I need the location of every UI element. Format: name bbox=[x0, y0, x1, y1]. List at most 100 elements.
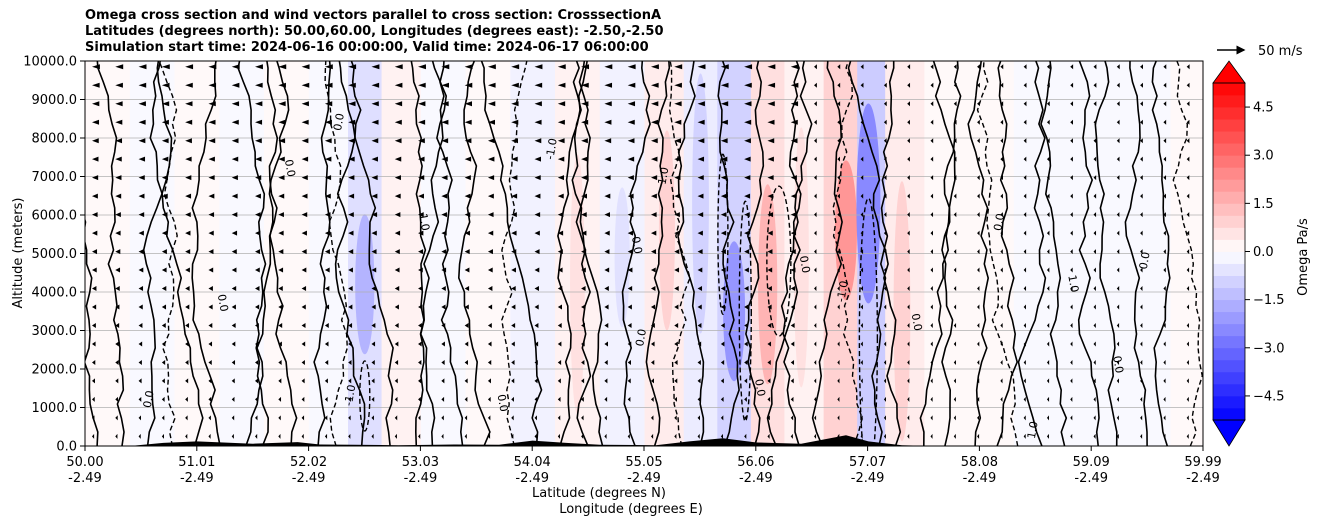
wind-arrow bbox=[1046, 322, 1050, 328]
wind-arrow bbox=[1023, 359, 1026, 365]
wind-arrow bbox=[138, 396, 142, 402]
wind-arrow bbox=[790, 304, 795, 310]
wind-arrow bbox=[650, 396, 654, 402]
wind-arrow bbox=[511, 286, 516, 292]
wind-arrow bbox=[1116, 156, 1120, 162]
wind-arrow bbox=[837, 193, 840, 199]
wind-arrow bbox=[697, 193, 704, 199]
wind-arrow bbox=[1046, 304, 1050, 310]
wind-arrow bbox=[278, 101, 286, 107]
wind-arrow bbox=[720, 82, 729, 88]
wind-arrow bbox=[1046, 415, 1050, 421]
wind-arrow bbox=[767, 286, 772, 292]
wind-arrow bbox=[790, 230, 797, 236]
wind-arrow bbox=[185, 230, 191, 236]
chart-title-line-3: Simulation start time: 2024-06-16 00:00:… bbox=[85, 40, 649, 55]
contour-closed bbox=[766, 185, 792, 337]
wind-arrow bbox=[324, 304, 330, 310]
wind-arrow bbox=[208, 286, 213, 292]
wind-arrow bbox=[441, 138, 449, 144]
contour-line bbox=[1040, 61, 1068, 446]
wind-arrow bbox=[487, 286, 493, 292]
wind-arrow bbox=[487, 341, 492, 347]
wind-arrow bbox=[91, 230, 98, 236]
wind-arrow bbox=[255, 175, 262, 181]
wind-arrow bbox=[464, 378, 468, 384]
wind-arrow bbox=[394, 119, 402, 125]
wind-arrow bbox=[767, 101, 775, 107]
wind-arrow bbox=[1140, 322, 1143, 328]
contour-labels: 0.0 0.0 0.0 1.0 -1.0 0.0 1.0 0.0 -1.0 0.0 0.0 1.0 0.… bbox=[141, 112, 1153, 439]
wind-arrow bbox=[464, 359, 468, 365]
wind-arrow bbox=[930, 138, 934, 144]
contour-line bbox=[1017, 61, 1047, 446]
x-tick-lat-label: 57.07 bbox=[849, 455, 886, 470]
wind-arrow bbox=[860, 193, 864, 199]
wind-arrow bbox=[534, 267, 540, 273]
wind-arrow bbox=[790, 359, 795, 365]
wind-arrow bbox=[511, 267, 516, 273]
wind-arrow bbox=[1070, 286, 1073, 292]
wind-arrow bbox=[627, 64, 636, 70]
contour-closed bbox=[738, 200, 752, 422]
wind-arrow bbox=[324, 267, 330, 273]
wind-arrow bbox=[161, 175, 169, 181]
wind-arrow bbox=[790, 175, 797, 181]
wind-arrow bbox=[1046, 286, 1050, 292]
wind-arrow bbox=[91, 359, 96, 365]
wind-arrow bbox=[534, 322, 539, 328]
wind-arrow bbox=[907, 249, 910, 255]
wind-arrow bbox=[91, 101, 100, 107]
wind-arrow bbox=[1070, 396, 1073, 402]
x-tick-lat-label: 58.08 bbox=[961, 455, 998, 470]
wind-arrow bbox=[534, 156, 541, 162]
wind-arrow bbox=[814, 249, 817, 255]
wind-arrow bbox=[1070, 359, 1073, 365]
wind-arrow bbox=[883, 119, 887, 125]
wind-arrow bbox=[255, 286, 260, 292]
wind-arrow bbox=[1116, 341, 1120, 347]
wind-arrow bbox=[1070, 341, 1073, 347]
wind-arrow bbox=[464, 64, 473, 70]
wind-arrow bbox=[557, 156, 565, 162]
wind-arrow bbox=[301, 304, 306, 310]
wind-arrow bbox=[627, 304, 632, 310]
colorbar-segment bbox=[1213, 167, 1245, 180]
wind-arrow bbox=[324, 230, 331, 236]
wind-arrow bbox=[814, 101, 817, 107]
wind-arrow bbox=[208, 304, 213, 310]
wind-arrow bbox=[1000, 359, 1003, 365]
contour-line bbox=[324, 61, 349, 446]
wind-arrow bbox=[604, 119, 612, 125]
wind-arrow bbox=[767, 230, 773, 236]
wind-arrow bbox=[255, 64, 263, 70]
wind-arrow bbox=[1186, 82, 1190, 88]
wind-arrow bbox=[837, 322, 840, 328]
wind-arrow bbox=[814, 82, 817, 88]
wind-arrow bbox=[115, 433, 118, 439]
wind-arrow bbox=[604, 249, 610, 255]
wind-arrow bbox=[138, 175, 145, 181]
wind-arrow bbox=[208, 267, 214, 273]
wind-arrow bbox=[348, 286, 353, 292]
wind-arrow bbox=[930, 212, 934, 218]
wind-arrow bbox=[418, 82, 426, 88]
contour-label: 0.0 bbox=[331, 112, 347, 131]
wind-arrow bbox=[115, 322, 120, 328]
wind-arrow bbox=[814, 322, 817, 328]
wind-arrow bbox=[231, 267, 237, 273]
contour-line bbox=[871, 61, 895, 446]
wind-arrow bbox=[371, 138, 379, 144]
wind-arrow bbox=[1186, 286, 1190, 292]
wind-arrow bbox=[418, 415, 421, 421]
wind-arrow bbox=[860, 82, 864, 88]
contour-label: 0.0 bbox=[909, 312, 925, 331]
wind-arrow bbox=[511, 322, 516, 328]
wind-arrow bbox=[744, 396, 747, 402]
wind-arrow bbox=[1140, 304, 1143, 310]
wind-arrow bbox=[627, 193, 634, 199]
wind-arrow bbox=[953, 64, 957, 70]
wind-arrow bbox=[231, 249, 237, 255]
wind-arrow bbox=[231, 396, 235, 402]
wind-arrow bbox=[860, 230, 864, 236]
